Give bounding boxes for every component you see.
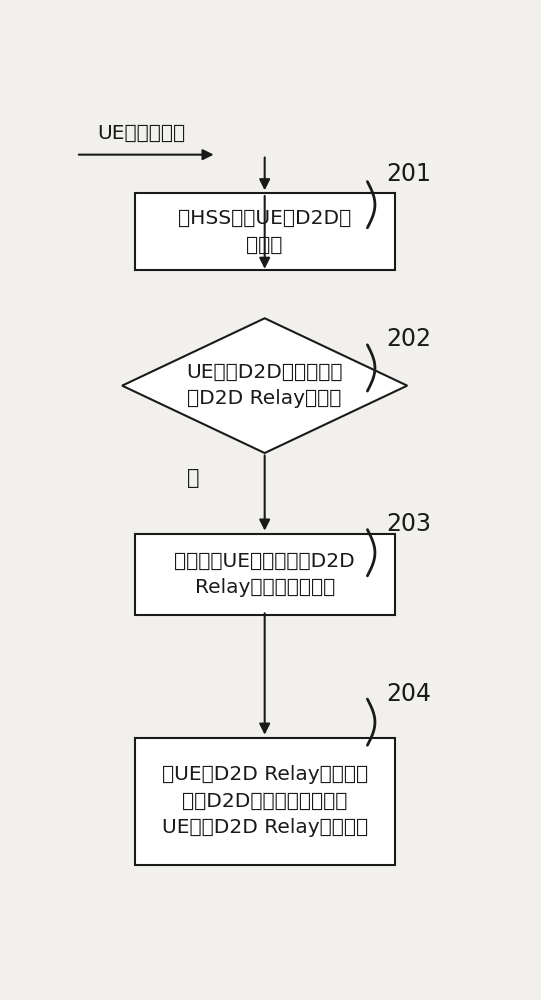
Text: 204: 204 [386, 682, 431, 706]
Polygon shape [122, 318, 407, 453]
Text: 203: 203 [386, 512, 431, 536]
Text: 从HSS获取UE的D2D配
置文件: 从HSS获取UE的D2D配 置文件 [178, 209, 351, 254]
Text: 201: 201 [386, 162, 431, 186]
Text: 若UE和D2D Relay设备的位
置在D2D通信的范围内，向
UE发送D2D Relay触发消息: 若UE和D2D Relay设备的位 置在D2D通信的范围内，向 UE发送D2D … [162, 765, 368, 837]
Text: UE附着到网络: UE附着到网络 [97, 124, 185, 143]
Text: 是: 是 [187, 468, 200, 488]
Text: 202: 202 [386, 327, 431, 351]
FancyBboxPatch shape [135, 534, 395, 615]
FancyBboxPatch shape [135, 738, 395, 865]
Text: UE具有D2D能力且优选
了D2D Relay方式？: UE具有D2D能力且优选 了D2D Relay方式？ [187, 363, 343, 408]
FancyBboxPatch shape [135, 193, 395, 270]
Text: 定期收集UE和其允许的D2D
Relay设备的位置信息: 定期收集UE和其允许的D2D Relay设备的位置信息 [174, 552, 355, 597]
